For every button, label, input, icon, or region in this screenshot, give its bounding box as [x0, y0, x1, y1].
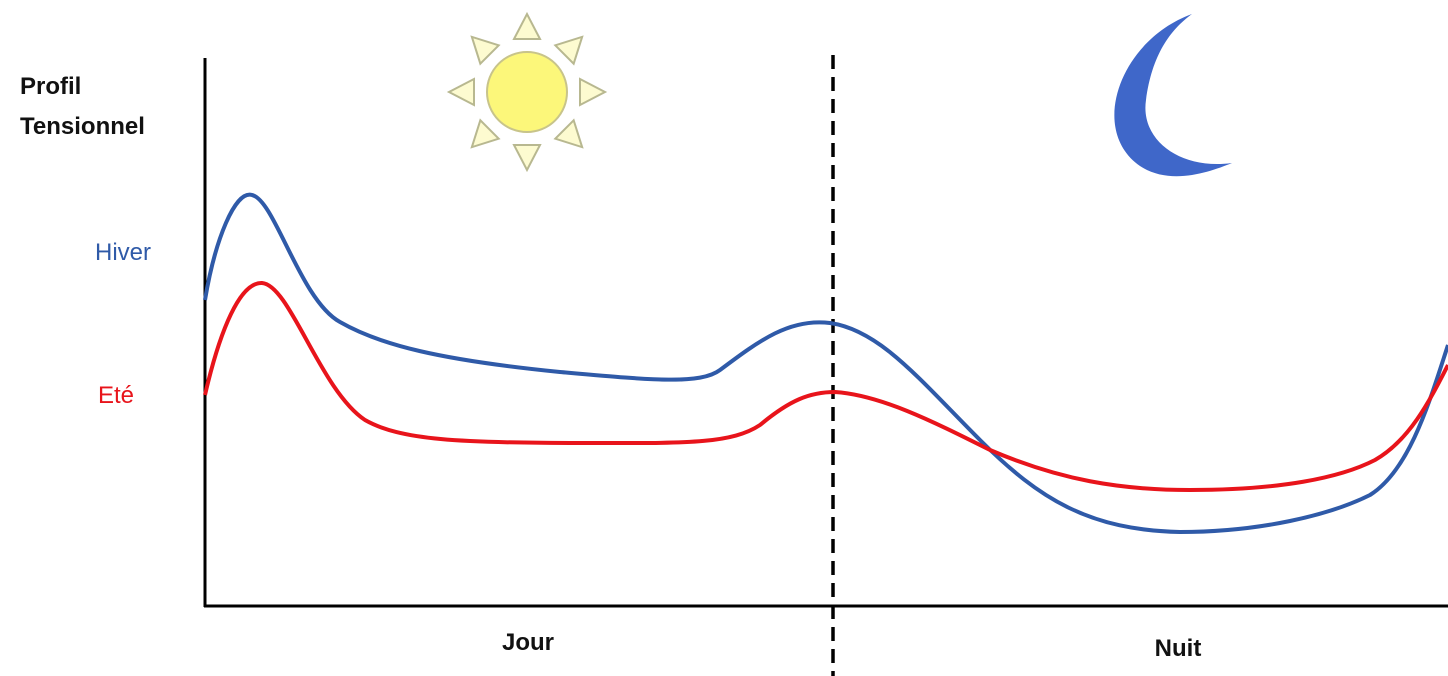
ete-curve [203, 280, 1448, 493]
hiver-curve [203, 192, 1448, 535]
curve-label: Eté [98, 382, 134, 409]
period-label: Nuit [1155, 635, 1202, 662]
moon-icon [1114, 14, 1232, 177]
y-axis-label: Profil [20, 73, 81, 100]
sun-icon [446, 11, 608, 173]
y-axis-label: Tensionnel [20, 113, 145, 140]
period-label: Jour [502, 629, 554, 656]
curve-label: Hiver [95, 239, 151, 266]
